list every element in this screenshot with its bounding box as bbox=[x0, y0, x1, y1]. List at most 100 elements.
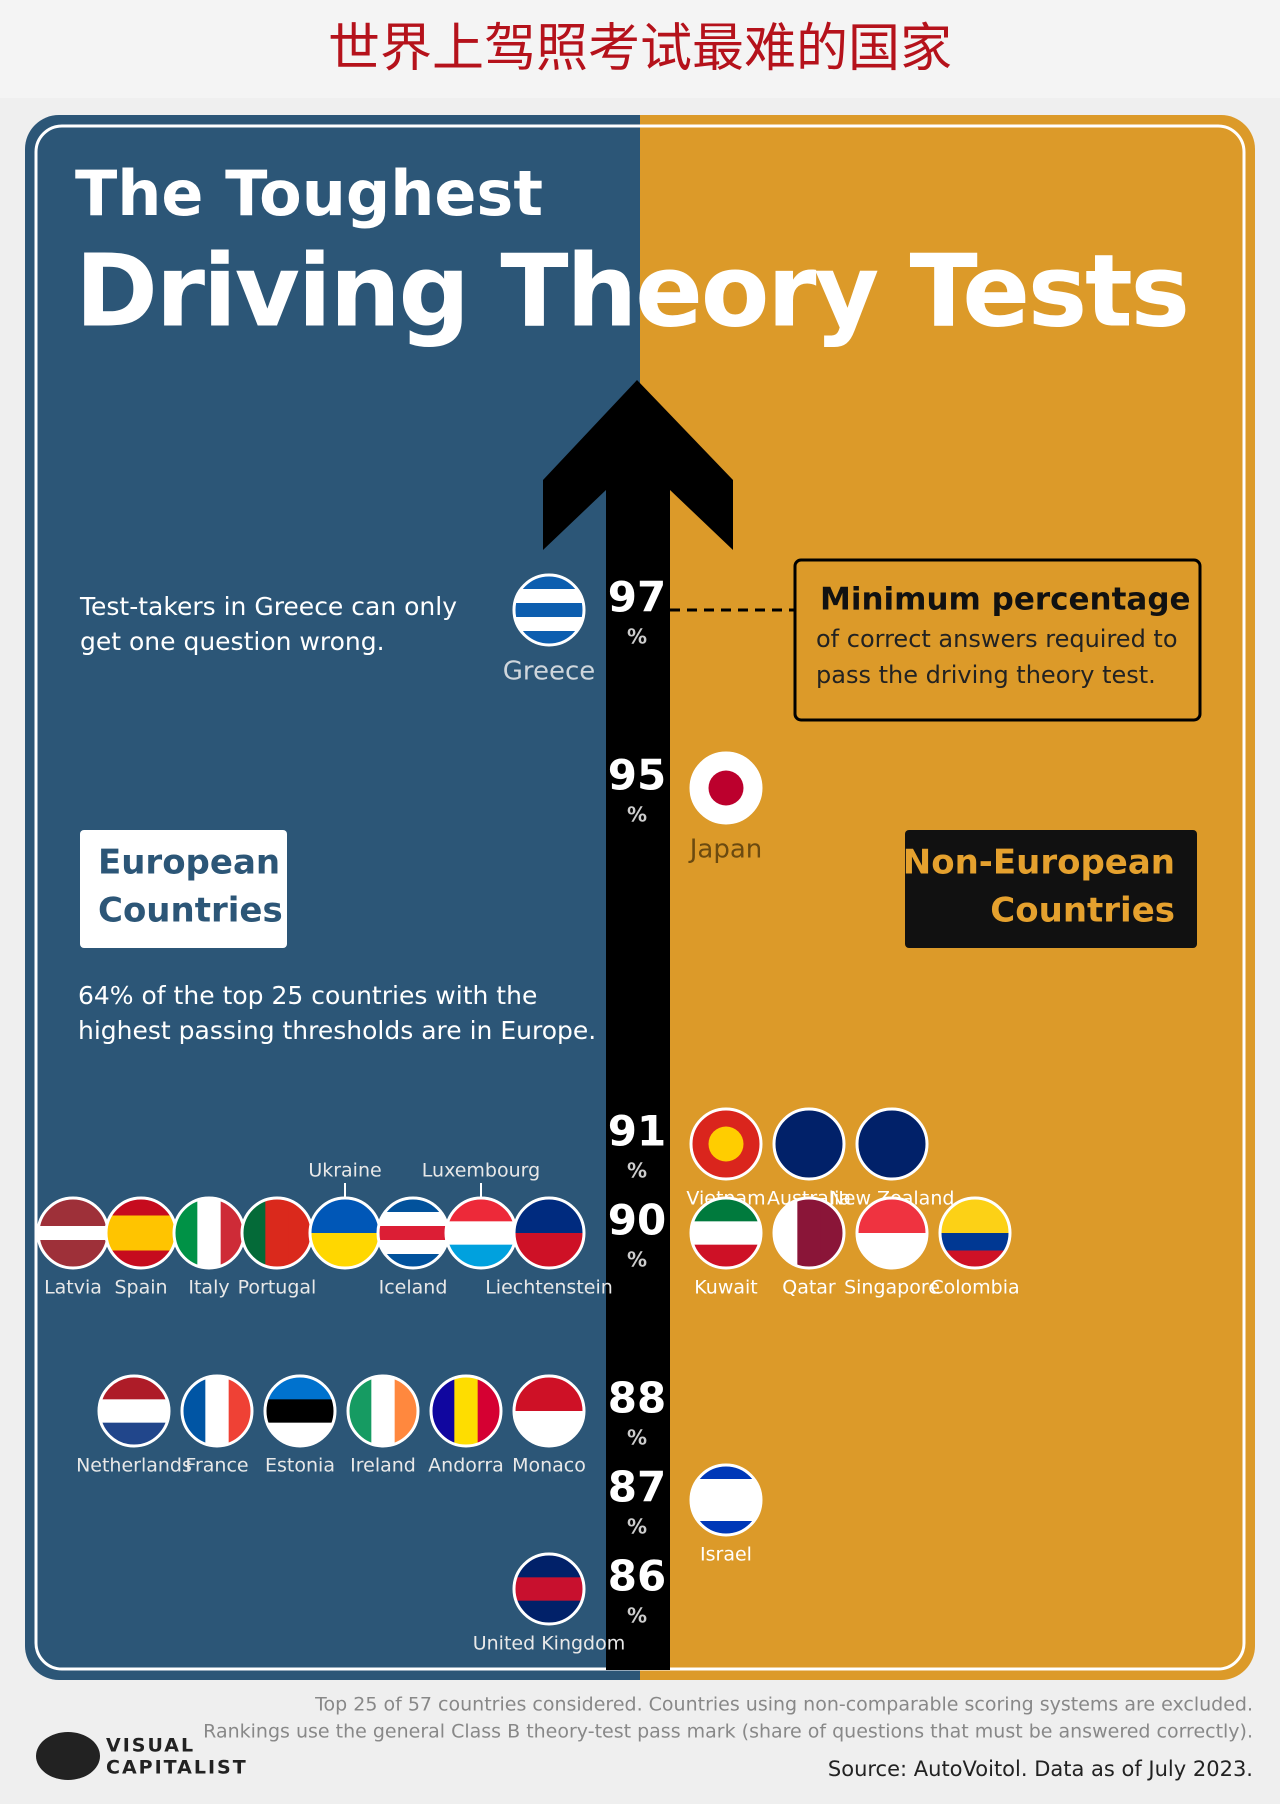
country-label: Israel bbox=[700, 1544, 752, 1566]
percent-sign: % bbox=[627, 625, 647, 649]
flag bbox=[774, 1109, 844, 1179]
country-label: Italy bbox=[188, 1277, 229, 1299]
threshold-value: 88 bbox=[608, 1374, 666, 1423]
percent-sign: % bbox=[627, 1515, 647, 1539]
flag-border bbox=[346, 1374, 420, 1448]
country-label: Ireland bbox=[350, 1455, 416, 1477]
title-line1: The Toughest bbox=[75, 157, 543, 230]
flag-stripe bbox=[38, 1226, 108, 1241]
flag-stripe bbox=[514, 1577, 584, 1602]
threshold-value: 91 bbox=[608, 1107, 666, 1156]
flag-stripe bbox=[38, 1212, 108, 1227]
flag-stripe bbox=[265, 1399, 335, 1424]
flag-stripe bbox=[454, 1376, 479, 1446]
flag-stripe bbox=[106, 1215, 176, 1234]
europe-note: highest passing thresholds are in Europe… bbox=[78, 1016, 596, 1045]
threshold-value: 95 bbox=[608, 751, 666, 800]
flag bbox=[857, 1109, 927, 1179]
flag-stripe bbox=[797, 1198, 822, 1268]
footer-note: Top 25 of 57 countries considered. Count… bbox=[314, 1694, 1253, 1716]
flag-stripe bbox=[940, 1215, 1010, 1234]
flag-border bbox=[772, 1107, 846, 1181]
flag-border bbox=[689, 1463, 763, 1537]
flag-emblem bbox=[708, 770, 744, 806]
non-european-label: Non-European bbox=[903, 843, 1175, 883]
flag-border bbox=[772, 1196, 846, 1270]
flag-stripe bbox=[106, 1233, 176, 1251]
flag-stripe bbox=[774, 1109, 844, 1179]
legend-box bbox=[793, 558, 1202, 722]
flag-stripe bbox=[99, 1399, 169, 1424]
country-label: Ukraine bbox=[308, 1160, 381, 1182]
threshold-value: 90 bbox=[608, 1196, 666, 1245]
europe-note: 64% of the top 25 countries with the bbox=[78, 981, 537, 1010]
country-label: Monaco bbox=[512, 1455, 586, 1477]
flag-stripe bbox=[378, 1212, 448, 1227]
country-label: France bbox=[185, 1455, 248, 1477]
legend-text: pass the driving theory test. bbox=[816, 661, 1156, 689]
flag-border bbox=[938, 1196, 1012, 1270]
flag-stripe bbox=[371, 1376, 396, 1446]
flag-stripe bbox=[205, 1376, 230, 1446]
country-label: Luxembourg bbox=[422, 1160, 540, 1182]
legend-title: Minimum percentage bbox=[820, 582, 1191, 618]
flag-stripe bbox=[514, 603, 584, 618]
header-title: 世界上驾照考试最难的国家 bbox=[328, 19, 952, 79]
country-label: Colombia bbox=[930, 1277, 1019, 1299]
flag-border bbox=[429, 1374, 503, 1448]
flag-border bbox=[689, 751, 763, 825]
logo-text: VISUAL bbox=[106, 1735, 195, 1757]
legend-text: of correct answers required to bbox=[816, 625, 1178, 653]
arrow bbox=[543, 380, 733, 1670]
country-label: Japan bbox=[688, 835, 763, 865]
flag-stripe bbox=[378, 1226, 448, 1241]
threshold-value: 86 bbox=[608, 1552, 666, 1601]
european-box bbox=[80, 830, 287, 948]
flag-stripe bbox=[940, 1233, 1010, 1251]
percent-sign: % bbox=[627, 803, 647, 827]
flag-stripe bbox=[197, 1198, 222, 1268]
flag-border bbox=[263, 1374, 337, 1448]
non-european-label: Countries bbox=[990, 891, 1175, 931]
percent-sign: % bbox=[627, 1604, 647, 1628]
country-label: Greece bbox=[503, 657, 596, 687]
flag-stripe bbox=[265, 1198, 290, 1268]
flag-stripe bbox=[38, 1240, 108, 1255]
flag-stripe bbox=[378, 1240, 448, 1255]
title-line2: Driving Theory Tests bbox=[75, 232, 1190, 349]
flag-emblem bbox=[708, 1126, 744, 1162]
greece-note: Test-takers in Greece can only bbox=[79, 592, 457, 621]
flag-stripe bbox=[691, 1507, 761, 1522]
country-label: Spain bbox=[114, 1277, 167, 1299]
country-label: Netherlands bbox=[76, 1455, 192, 1477]
percent-sign: % bbox=[627, 1426, 647, 1450]
flag bbox=[691, 753, 761, 823]
footer-note: Rankings use the general Class B theory-… bbox=[203, 1721, 1253, 1743]
country-label: Portugal bbox=[238, 1277, 317, 1299]
country-label: Estonia bbox=[265, 1455, 335, 1477]
flag-border bbox=[180, 1374, 254, 1448]
percent-sign: % bbox=[627, 1248, 647, 1272]
flag-stripe bbox=[514, 617, 584, 632]
flag-stripe bbox=[691, 1479, 761, 1494]
european-label: Countries bbox=[98, 891, 283, 931]
threshold-value: 87 bbox=[608, 1463, 666, 1512]
flag-stripe bbox=[857, 1109, 927, 1179]
flag-border bbox=[512, 573, 586, 647]
header-bg bbox=[0, 0, 1280, 98]
flag-border bbox=[97, 1374, 171, 1448]
non-european-box bbox=[905, 830, 1197, 948]
flag-stripe bbox=[514, 589, 584, 604]
flag-border bbox=[512, 1374, 586, 1448]
country-label: Latvia bbox=[44, 1277, 102, 1299]
country-label: Liechtenstein bbox=[485, 1277, 613, 1299]
percent-sign: % bbox=[627, 1159, 647, 1183]
logo-text: CAPITALIST bbox=[106, 1757, 248, 1779]
greece-note: get one question wrong. bbox=[80, 627, 385, 656]
flag-border bbox=[689, 1196, 763, 1270]
flag-border bbox=[855, 1196, 929, 1270]
country-label: Qatar bbox=[782, 1277, 836, 1299]
european-label: European bbox=[98, 843, 280, 883]
flag-border bbox=[855, 1107, 929, 1181]
